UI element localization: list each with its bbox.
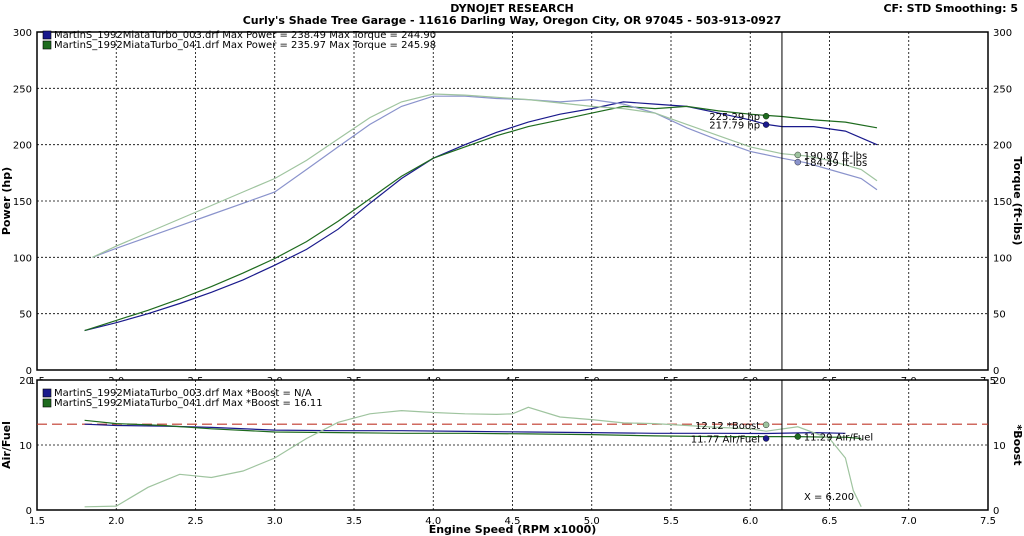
y2-axis-label: Torque (ft-lbs): [1011, 157, 1024, 246]
series-line-run_041_torque: [92, 93, 878, 258]
cursor-value-label: 225.29 hp: [709, 112, 760, 123]
series-line-run_003_torque: [92, 95, 878, 258]
legend-entry: MartinS_1992MiataTurbo_003.drf Max *Boos…: [54, 388, 312, 399]
correction-smoothing: CF: STD Smoothing: 5: [883, 2, 1018, 15]
series-line-run_041_boost: [84, 406, 862, 508]
y2-tick-label: 200: [993, 141, 1012, 152]
y-axis-label: Power (hp): [0, 167, 13, 235]
x-tick-label: 6.0: [742, 516, 758, 527]
x-tick-label: 1.5: [29, 516, 45, 527]
y2-tick-label: 100: [993, 253, 1012, 264]
airfuel-boost-chart: 1.5 2.0 2.5 3.0 3.5 4.0 4.5 5.0 5.5 6.0 6.5 7.0 7.50…: [0, 376, 1024, 536]
y2-tick-label: 150: [993, 197, 1012, 208]
cursor-point: [762, 121, 770, 128]
report-title: DYNOJET RESEARCH: [450, 2, 574, 15]
x-tick-label: 6.5: [822, 516, 838, 527]
y2-tick-label: 10: [993, 441, 1006, 452]
legend-swatch: [42, 398, 52, 408]
x-tick-label: 3.5: [346, 516, 362, 527]
cursor-point: [794, 433, 801, 440]
cursor-value-label: 11.77 Air/Fuel: [691, 435, 760, 446]
cursor-value-label: 217.79 hp: [709, 121, 760, 132]
x-axis-label: Engine Speed (RPM x1000): [429, 523, 597, 536]
cursor-point: [794, 158, 801, 166]
y-tick-label: 10: [19, 441, 32, 452]
shop-info: Curly's Shade Tree Garage - 11616 Darlin…: [242, 14, 782, 27]
legend-entry: MartinS_1992MiataTurbo_041.drf Max *Boos…: [54, 398, 323, 409]
x-tick-label: 5.0: [584, 516, 600, 527]
cursor-point: [762, 435, 770, 442]
series-line-run_041_afr: [84, 419, 862, 440]
y-axis-label: Air/Fuel: [0, 421, 13, 469]
y2-tick-label: 250: [993, 84, 1012, 95]
y-tick-label: 0: [26, 506, 32, 517]
y-tick-label: 0: [26, 366, 32, 377]
x-tick-label: 5.5: [663, 516, 679, 527]
legend-entry: MartinS_1992MiataTurbo_041.drf Max Power…: [54, 40, 436, 51]
cursor-value-label: 184.49 ft-lbs: [804, 158, 867, 169]
series-line-run_041_power: [84, 105, 878, 332]
y-tick-label: 250: [13, 84, 32, 95]
cursor-readout: X = 6.200: [804, 492, 854, 503]
legend-entry: MartinS_1992MiataTurbo_003.drf Max Power…: [54, 30, 436, 41]
x-tick-label: 2.5: [188, 516, 204, 527]
x-tick-label: 7.5: [980, 516, 996, 527]
cursor-point: [762, 112, 770, 120]
cursor-value-label: 12.12 *Boost: [695, 421, 760, 432]
x-tick-label: 3.0: [267, 516, 283, 527]
y2-tick-label: 0: [993, 506, 999, 517]
y-tick-label: 50: [19, 310, 32, 321]
y2-tick-label: 50: [993, 310, 1006, 321]
cursor-point: [762, 421, 770, 429]
power-torque-chart: 1.52.02.53.03.54.04.55.05.56.06.57.07.50…: [0, 28, 1024, 387]
y-tick-label: 200: [13, 141, 32, 152]
y2-axis-label: *Boost: [1011, 424, 1024, 465]
cursor-point: [794, 151, 801, 159]
series-line-run_003_power: [84, 101, 878, 332]
cursor-value-label: 11.29 Air/Fuel: [804, 433, 873, 444]
legend-swatch: [42, 30, 52, 40]
x-tick-label: 7.0: [901, 516, 917, 527]
y-tick-label: 150: [13, 197, 32, 208]
legend-swatch: [42, 388, 52, 398]
x-tick-label: 2.0: [108, 516, 124, 527]
y2-tick-label: 20: [993, 376, 1006, 387]
y-tick-label: 20: [19, 376, 32, 387]
cursor-value-label: 190.87 ft-lbs: [804, 151, 867, 162]
x-tick-label: 4.5: [505, 516, 521, 527]
y2-tick-label: 0: [993, 366, 999, 377]
y2-tick-label: 300: [993, 28, 1012, 39]
y-tick-label: 100: [13, 253, 32, 264]
x-tick-label: 4.0: [425, 516, 441, 527]
y-tick-label: 300: [13, 28, 32, 39]
legend-swatch: [42, 40, 52, 50]
